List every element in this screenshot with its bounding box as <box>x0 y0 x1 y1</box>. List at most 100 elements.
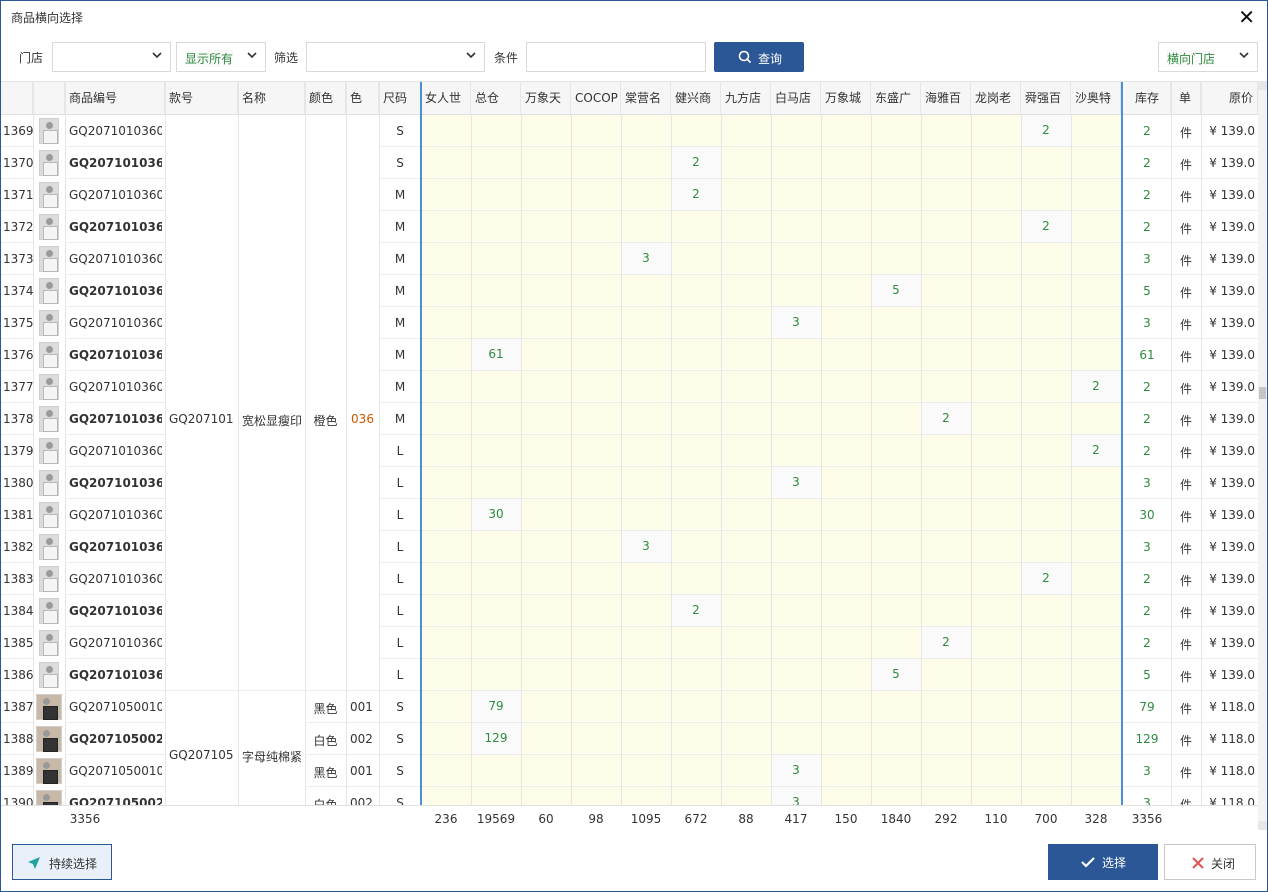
column-divider <box>305 82 306 805</box>
display-select[interactable]: 显示所有 <box>176 42 266 72</box>
product-code[interactable]: GQ20710103604 <box>69 348 162 362</box>
query-button[interactable]: 查询 <box>714 42 804 72</box>
product-thumbnail <box>39 534 59 560</box>
store-qty-cell[interactable]: 2 <box>671 595 721 626</box>
product-code[interactable]: GQ20710103604 <box>69 412 162 426</box>
store-qty-cell[interactable]: 2 <box>1021 563 1071 594</box>
header-store-1[interactable]: 总仓 <box>471 82 521 115</box>
row-divider <box>65 466 165 467</box>
store-qty-cell[interactable]: 30 <box>471 499 521 530</box>
style-value: GQ207101 <box>169 412 234 426</box>
store-qty-cell[interactable]: 5 <box>871 659 921 690</box>
product-thumbnail <box>39 406 59 432</box>
store-qty-cell[interactable]: 2 <box>921 403 971 434</box>
store-qty-cell[interactable]: 2 <box>1021 115 1071 146</box>
product-code[interactable]: GQ20710103604 <box>69 284 162 298</box>
header-color: 颜色 <box>305 82 346 115</box>
header-store-9[interactable]: 东盛广 <box>871 82 921 115</box>
filter-select[interactable] <box>306 42 485 72</box>
product-code[interactable]: GQ20710103604 <box>69 380 162 394</box>
product-code[interactable]: GQ20710103605 <box>69 572 162 586</box>
stock-value: 2 <box>1143 572 1151 586</box>
header-store-11[interactable]: 龙岗老 <box>971 82 1021 115</box>
chevron-down-icon <box>466 52 476 59</box>
unit-value: 件 <box>1179 286 1192 300</box>
row-divider <box>379 562 1258 563</box>
vertical-scrollbar[interactable] <box>1258 81 1267 830</box>
product-code[interactable]: GQ20710103605 <box>69 668 162 682</box>
row-divider <box>65 242 165 243</box>
store-qty-cell[interactable]: 2 <box>1071 371 1121 402</box>
store-total: 700 <box>1034 812 1058 826</box>
header-store-12[interactable]: 舜强百 <box>1021 82 1071 115</box>
unit-value: 件 <box>1179 766 1192 780</box>
size-value: L <box>396 444 404 458</box>
store-qty-cell[interactable]: 79 <box>471 691 521 722</box>
header-store-8[interactable]: 万象城 <box>821 82 871 115</box>
product-code[interactable]: GQ20710103605 <box>69 444 162 458</box>
store-qty-cell[interactable]: 2 <box>1071 435 1121 466</box>
product-code[interactable]: GQ20710103604 <box>69 316 162 330</box>
product-code[interactable]: GQ20710103604 <box>69 220 162 234</box>
frozen-divider-left <box>420 82 422 805</box>
store-qty-cell[interactable]: 3 <box>621 243 671 274</box>
store-total: 672 <box>684 812 708 826</box>
store-qty-cell[interactable]: 61 <box>471 339 521 370</box>
product-code[interactable]: GQ20710103605 <box>69 540 162 554</box>
column-divider <box>238 82 239 805</box>
store-select[interactable] <box>52 42 171 72</box>
header-store-2[interactable]: 万象天 <box>521 82 571 115</box>
header-store-7[interactable]: 白马店 <box>771 82 821 115</box>
header-store-13[interactable]: 沙奥特 <box>1071 82 1121 115</box>
header-store-4[interactable]: 棠营名 <box>621 82 671 115</box>
color-value: 白色 <box>313 734 338 748</box>
price-value: ¥ 139.0 <box>1209 380 1255 394</box>
close-button[interactable]: 关闭 <box>1164 844 1256 880</box>
store-qty-cell[interactable]: 2 <box>921 627 971 658</box>
product-code[interactable]: GQ20710103605 <box>69 604 162 618</box>
header-store-5[interactable]: 健兴商 <box>671 82 721 115</box>
stock-value: 2 <box>1143 156 1151 170</box>
scroll-thumb[interactable] <box>1259 387 1266 399</box>
header-store-10[interactable]: 海雅百 <box>921 82 971 115</box>
product-code[interactable]: GQ20710103605 <box>69 508 162 522</box>
scroll-up-arrow[interactable] <box>1258 81 1267 90</box>
column-divider <box>471 115 472 805</box>
product-thumbnail <box>39 150 59 176</box>
store-qty-cell[interactable]: 2 <box>1021 211 1071 242</box>
header-store-0[interactable]: 女人世 <box>421 82 471 115</box>
mode-select-value: 横向门店 <box>1167 50 1216 67</box>
scroll-down-arrow[interactable] <box>1258 821 1267 830</box>
store-qty-cell[interactable]: 3 <box>771 307 821 338</box>
row-divider <box>1 562 33 563</box>
product-code[interactable]: GQ20710500201 <box>69 732 162 746</box>
product-code[interactable]: GQ20710103603 <box>69 156 162 170</box>
product-code[interactable]: GQ20710103604 <box>69 252 162 266</box>
continue-select-button[interactable]: 持续选择 <box>12 844 112 880</box>
product-code[interactable]: GQ20710103603 <box>69 124 162 138</box>
header-store-3[interactable]: COCOP <box>571 82 621 115</box>
close-icon[interactable]: ✕ <box>1238 5 1255 29</box>
product-code[interactable]: GQ20710500101 <box>69 700 162 714</box>
product-code[interactable]: GQ20710103605 <box>69 636 162 650</box>
row-divider <box>65 402 165 403</box>
color-code-value: 036 <box>351 412 374 426</box>
product-code[interactable]: GQ20710103605 <box>69 476 162 490</box>
store-qty-cell[interactable]: 5 <box>871 275 921 306</box>
price-value: ¥ 139.0 <box>1209 636 1255 650</box>
select-button[interactable]: 选择 <box>1048 844 1158 880</box>
header-store-6[interactable]: 九方店 <box>721 82 771 115</box>
product-code[interactable]: GQ20710500101 <box>69 764 162 778</box>
frozen-divider-right <box>1121 82 1123 805</box>
row-divider <box>1 402 33 403</box>
product-code[interactable]: GQ20710103604 <box>69 188 162 202</box>
mode-select[interactable]: 横向门店 <box>1158 42 1258 72</box>
store-qty-cell[interactable]: 3 <box>771 755 821 786</box>
condition-input[interactable] <box>526 42 706 72</box>
store-qty-cell[interactable]: 3 <box>771 467 821 498</box>
stock-value: 2 <box>1143 220 1151 234</box>
store-qty-cell[interactable]: 2 <box>671 179 721 210</box>
store-qty-cell[interactable]: 2 <box>671 147 721 178</box>
store-qty-cell[interactable]: 3 <box>621 531 671 562</box>
store-qty-cell[interactable]: 129 <box>471 723 521 754</box>
